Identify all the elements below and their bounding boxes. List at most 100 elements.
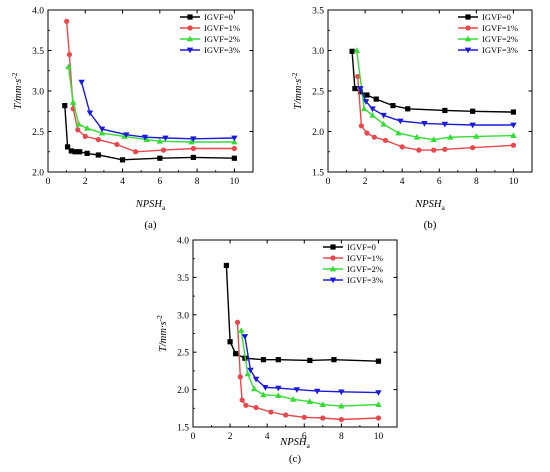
y-tick-label: 1.5 xyxy=(312,169,324,179)
x-tick-label: 8 xyxy=(195,177,200,187)
series-3 xyxy=(78,79,238,143)
data-point xyxy=(132,149,139,155)
legend-label: IGVF=0 xyxy=(204,12,233,22)
legend-marker xyxy=(329,277,337,284)
data-point xyxy=(84,150,90,156)
data-point xyxy=(72,149,78,155)
series-line xyxy=(80,81,235,140)
data-point xyxy=(375,358,382,364)
data-point xyxy=(188,138,195,145)
data-point xyxy=(141,134,149,141)
data-point xyxy=(364,130,370,136)
data-point xyxy=(380,112,387,119)
data-point xyxy=(413,133,421,140)
data-point xyxy=(82,133,88,139)
legend-marker xyxy=(330,255,336,261)
data-point xyxy=(237,374,243,380)
data-point xyxy=(190,154,196,161)
legend-marker xyxy=(465,14,471,20)
legend-marker xyxy=(329,265,337,272)
x-tick-label: 6 xyxy=(302,432,307,442)
data-point xyxy=(307,357,313,364)
x-tick-label: 10 xyxy=(509,177,519,187)
data-point xyxy=(349,48,355,54)
x-tick-label: 0 xyxy=(191,432,196,442)
series-line xyxy=(356,50,514,141)
x-tick-label: 6 xyxy=(437,177,442,187)
legend-label: IGVF=0 xyxy=(482,12,511,22)
y-axis-label: T/mm·s-2 xyxy=(10,72,24,109)
data-point xyxy=(234,319,241,325)
data-point xyxy=(375,390,382,396)
data-point xyxy=(83,124,91,131)
legend-label: IGVF=3% xyxy=(204,45,240,55)
series-line xyxy=(351,51,514,113)
x-tick-label: 8 xyxy=(339,432,344,442)
data-point xyxy=(338,416,344,423)
x-axis-label-subscript: a xyxy=(306,441,310,450)
x-tick-label: 6 xyxy=(157,177,162,187)
legend-marker xyxy=(464,47,472,54)
data-point xyxy=(66,51,73,58)
data-point xyxy=(227,339,233,345)
legend-marker xyxy=(186,47,194,54)
legend-label: IGVF=2% xyxy=(204,34,240,44)
data-point xyxy=(253,404,259,411)
series-0 xyxy=(349,48,517,115)
x-axis-label: NPSHa xyxy=(414,199,445,212)
data-point xyxy=(441,121,449,128)
data-point xyxy=(119,157,126,163)
data-point xyxy=(62,102,68,109)
data-point xyxy=(275,392,282,398)
x-tick-label: 2 xyxy=(83,177,88,187)
data-point xyxy=(397,118,404,125)
chart-panel-2: 0 2 4 6 8 10 1.5 2.0 2.5 3.0 3.5 4.0 NPSHa T/mm·s-2 IG… xyxy=(155,237,398,465)
data-point xyxy=(320,415,326,421)
data-point xyxy=(369,112,376,118)
legend-marker xyxy=(464,35,472,42)
data-point xyxy=(470,108,476,114)
data-point xyxy=(319,401,327,407)
y-axis-label-superscript: -2 xyxy=(290,72,299,78)
legend-marker xyxy=(186,35,194,42)
x-tick-label: 8 xyxy=(474,177,479,187)
data-point xyxy=(247,367,254,374)
data-point xyxy=(231,135,238,142)
data-point xyxy=(469,122,476,129)
data-point xyxy=(510,122,517,129)
data-point xyxy=(375,415,382,421)
data-point xyxy=(143,136,150,142)
series-line xyxy=(67,66,235,143)
x-tick-label: 2 xyxy=(363,177,368,187)
data-point xyxy=(260,357,267,363)
data-point xyxy=(223,262,229,269)
data-point xyxy=(289,396,297,402)
data-point xyxy=(442,107,448,114)
data-point xyxy=(243,402,249,408)
data-point xyxy=(75,127,81,133)
data-point xyxy=(78,79,85,86)
data-point xyxy=(473,133,480,139)
y-axis-label-superscript: -2 xyxy=(155,315,164,321)
data-point xyxy=(283,412,289,418)
series-1 xyxy=(234,319,382,423)
series-3 xyxy=(357,86,517,129)
y-tick-label: 2.5 xyxy=(312,88,324,98)
data-point xyxy=(251,385,258,392)
legend-marker xyxy=(187,14,193,20)
data-point xyxy=(375,401,382,407)
y-tick-label: 2.0 xyxy=(32,169,44,179)
panel-label: (a) xyxy=(144,219,157,231)
legend-label: IGVF=3% xyxy=(482,45,518,55)
data-point xyxy=(162,135,169,142)
data-point xyxy=(358,123,364,129)
data-point xyxy=(244,370,251,377)
series-line xyxy=(244,336,379,394)
data-point xyxy=(338,389,345,396)
panel-label: (c) xyxy=(289,453,302,465)
data-point xyxy=(239,397,245,403)
x-axis-label-subscript: a xyxy=(162,203,166,212)
y-tick-label: 2.5 xyxy=(32,128,44,138)
legend-label: IGVF=1% xyxy=(204,23,240,33)
